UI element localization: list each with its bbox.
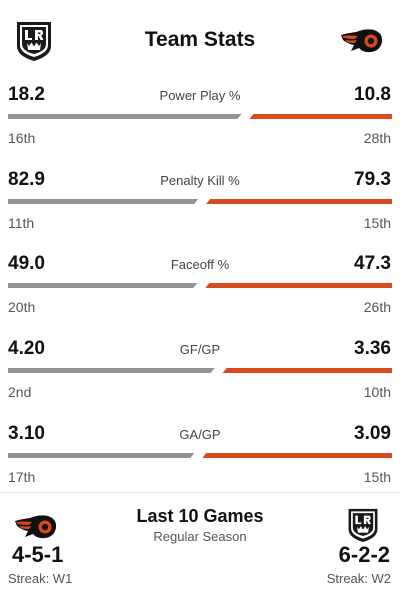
- right-team-rank: 26th: [363, 299, 391, 315]
- right-team-rank: 15th: [363, 469, 391, 485]
- right-team-bar: [206, 199, 392, 204]
- stat-row-penalty-kill: 82.9 Penalty Kill % 79.3 11th 15th: [0, 169, 400, 253]
- right-team-value: 10.8: [354, 84, 391, 105]
- right-team-value: 3.09: [354, 423, 391, 444]
- right-team-value: 47.3: [354, 253, 391, 274]
- last-10-title: Last 10 Games: [136, 506, 264, 526]
- left-team-rank: 17th: [8, 469, 36, 485]
- right-team-rank: 15th: [363, 215, 391, 231]
- left-team-value: 49.0: [8, 253, 45, 274]
- left-team-value: 82.9: [8, 169, 45, 190]
- last-10-subtitle: Regular Season: [153, 529, 247, 544]
- left-team-bar: [8, 368, 215, 373]
- right-team-rank: 10th: [363, 384, 391, 400]
- left-team-bar: [8, 283, 198, 288]
- left-team-streak: Streak: W1: [8, 571, 73, 586]
- stat-label: Penalty Kill %: [160, 173, 240, 188]
- left-team-value: 4.20: [8, 338, 45, 359]
- right-team-bar: [205, 283, 392, 288]
- stat-row-gf-gp: 4.20 GF/GP 3.36 2nd 10th: [0, 338, 400, 422]
- page-title: Team Stats: [144, 28, 256, 51]
- right-team-record: 6-2-2: [338, 542, 390, 567]
- right-team-streak: Streak: W2: [326, 571, 391, 586]
- right-team-value: 79.3: [354, 169, 391, 190]
- comparison-bars: [8, 114, 392, 119]
- flyers-logo-icon[interactable]: [340, 26, 384, 56]
- left-team-record: 4-5-1: [12, 542, 64, 567]
- left-team-bar: [8, 453, 195, 458]
- left-team-value: 18.2: [8, 84, 45, 105]
- comparison-bars: [8, 283, 392, 288]
- left-team-rank: 20th: [8, 299, 36, 315]
- kings-crown-shield-icon[interactable]: [346, 506, 380, 544]
- left-team-value: 3.10: [8, 423, 45, 444]
- right-team-rank: 28th: [363, 130, 391, 146]
- right-team-value: 3.36: [354, 338, 391, 359]
- right-team-bar: [202, 453, 392, 458]
- left-team-bar: [8, 199, 199, 204]
- stat-label: GA/GP: [179, 427, 221, 442]
- flyers-logo-icon[interactable]: [14, 512, 58, 542]
- stat-label: Power Play %: [159, 88, 241, 103]
- left-team-rank: 16th: [8, 130, 36, 146]
- left-team-rank: 2nd: [8, 384, 32, 400]
- stat-label: GF/GP: [179, 342, 221, 357]
- kings-crown-shield-icon[interactable]: [14, 20, 54, 62]
- right-team-bar: [222, 368, 392, 373]
- team-stats-header: Team Stats: [0, 0, 400, 80]
- stat-row-ga-gp: 3.10 GA/GP 3.09 17th 15th: [0, 423, 400, 507]
- stat-label: Faceoff %: [170, 257, 230, 272]
- comparison-bars: [8, 199, 392, 204]
- section-divider: [0, 492, 400, 493]
- left-team-rank: 11th: [8, 215, 35, 231]
- stat-row-faceoff: 49.0 Faceoff % 47.3 20th 26th: [0, 253, 400, 337]
- comparison-bars: [8, 453, 392, 458]
- comparison-bars: [8, 368, 392, 373]
- stat-row-power-play: 18.2 Power Play % 10.8 16th 28th: [0, 84, 400, 168]
- last-10-games-section: Last 10 Games Regular Season 4-5-1 6-2-2…: [0, 500, 400, 596]
- left-team-bar: [8, 114, 242, 119]
- right-team-bar: [249, 114, 392, 119]
